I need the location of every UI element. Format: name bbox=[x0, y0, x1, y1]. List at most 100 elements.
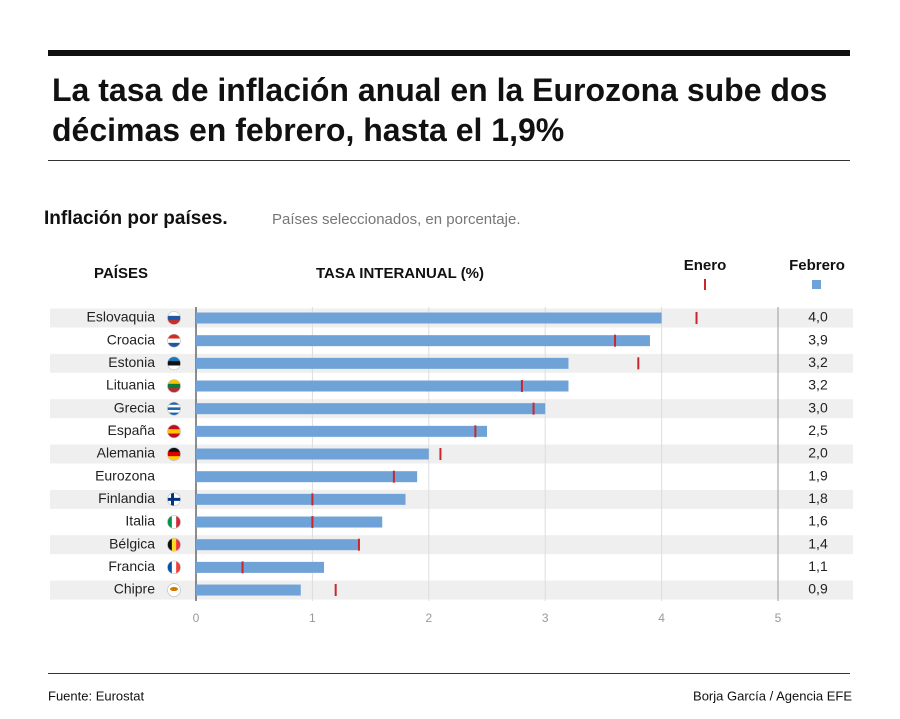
bar bbox=[196, 539, 359, 551]
flag bbox=[167, 583, 181, 597]
subtitle: Inflación por países. bbox=[44, 208, 228, 229]
bar bbox=[196, 584, 301, 596]
x-tick-label: 1 bbox=[309, 611, 316, 625]
flag-stripe bbox=[167, 409, 181, 413]
marker bbox=[532, 402, 535, 415]
category-label: Grecia bbox=[114, 399, 155, 415]
category-label: Eslovaquia bbox=[87, 309, 156, 325]
flag bbox=[167, 424, 181, 438]
flag-border bbox=[167, 356, 181, 371]
flag-stripe bbox=[176, 515, 181, 529]
value-label: 0,9 bbox=[808, 581, 828, 597]
source: Fuente: Eurostat bbox=[48, 688, 144, 703]
legend-swatch bbox=[812, 280, 821, 289]
bar bbox=[196, 448, 429, 460]
flag-stripe bbox=[167, 383, 181, 389]
value-label: 2,0 bbox=[808, 445, 828, 461]
marker bbox=[311, 493, 314, 506]
flag-border bbox=[167, 379, 181, 393]
description: Países seleccionados, en porcentaje. bbox=[272, 211, 521, 228]
column-header: PAÍSES bbox=[94, 265, 148, 282]
flag-stripe bbox=[171, 515, 177, 529]
bar bbox=[196, 493, 406, 505]
flag-stripe bbox=[167, 456, 181, 461]
flag-stripe bbox=[176, 560, 181, 574]
flag-stripe bbox=[167, 404, 181, 408]
bar bbox=[196, 380, 569, 392]
flag bbox=[167, 515, 181, 529]
flag-stripe bbox=[167, 379, 181, 385]
flag-stripe bbox=[167, 361, 181, 366]
value-label: 1,9 bbox=[808, 467, 828, 483]
column-header: TASA INTERANUAL (%) bbox=[316, 265, 484, 282]
flag-border bbox=[167, 583, 181, 597]
flag-stripe bbox=[167, 433, 181, 438]
category-label: Francia bbox=[108, 558, 155, 574]
value-label: 1,4 bbox=[808, 535, 828, 551]
value-label: 4,0 bbox=[808, 309, 828, 325]
flag bbox=[167, 379, 181, 393]
category-label: Alemania bbox=[97, 445, 156, 461]
bar bbox=[196, 516, 383, 528]
flag-stripe bbox=[167, 365, 181, 370]
credit: Borja García / Agencia EFE bbox=[693, 688, 852, 703]
marker bbox=[520, 380, 523, 393]
category-label: Estonia bbox=[108, 354, 155, 370]
value-label: 3,2 bbox=[808, 354, 828, 370]
x-tick-label: 5 bbox=[775, 611, 782, 625]
category-label: Chipre bbox=[114, 581, 155, 597]
flag-stripe bbox=[167, 538, 173, 552]
category-label: Finlandia bbox=[98, 490, 155, 506]
x-tick-label: 2 bbox=[425, 611, 432, 625]
flag-border bbox=[167, 333, 181, 348]
x-tick-label: 3 bbox=[542, 611, 549, 625]
marker bbox=[474, 425, 477, 438]
marker bbox=[614, 334, 617, 347]
bar bbox=[196, 403, 546, 415]
flag-stripe bbox=[167, 388, 181, 393]
flag bbox=[167, 356, 181, 370]
flag-stripe bbox=[170, 587, 178, 592]
value-label: 3,0 bbox=[808, 399, 828, 415]
flag-stripe bbox=[171, 560, 177, 574]
bar bbox=[196, 471, 418, 483]
flag bbox=[167, 560, 181, 574]
value-label: 2,5 bbox=[808, 422, 828, 438]
flag-border bbox=[167, 311, 181, 325]
flag-stripe bbox=[167, 356, 181, 362]
flag bbox=[167, 402, 181, 416]
value-label: 1,6 bbox=[808, 513, 828, 529]
flag-border bbox=[167, 560, 181, 575]
flag-stripe bbox=[167, 311, 181, 317]
category-label: Eurozona bbox=[95, 467, 155, 483]
flag-stripe bbox=[167, 429, 181, 434]
flag-border bbox=[167, 537, 181, 552]
flag-border bbox=[167, 492, 181, 507]
flag-stripe bbox=[167, 342, 181, 348]
legend-label: Febrero bbox=[789, 257, 845, 274]
marker bbox=[357, 538, 360, 551]
flag-stripe bbox=[167, 424, 181, 430]
flag-stripe bbox=[167, 515, 173, 529]
flag bbox=[167, 538, 181, 552]
flag bbox=[167, 447, 181, 461]
bar bbox=[196, 312, 662, 324]
x-tick-label: 4 bbox=[658, 611, 665, 625]
flag-border bbox=[167, 515, 181, 529]
value-label: 3,2 bbox=[808, 377, 828, 393]
flag-border bbox=[167, 424, 181, 439]
value-label: 3,9 bbox=[808, 331, 828, 347]
category-label: Croacia bbox=[107, 331, 155, 347]
value-label: 1,1 bbox=[808, 558, 828, 574]
value-label: 1,8 bbox=[808, 490, 828, 506]
flag bbox=[167, 492, 181, 506]
x-tick-label: 0 bbox=[193, 611, 200, 625]
marker bbox=[439, 448, 442, 461]
flag-stripe bbox=[167, 560, 173, 574]
category-label: Bélgica bbox=[109, 535, 155, 551]
flag-stripe bbox=[167, 402, 181, 406]
bar bbox=[196, 335, 650, 347]
flag-stripe bbox=[171, 492, 174, 506]
